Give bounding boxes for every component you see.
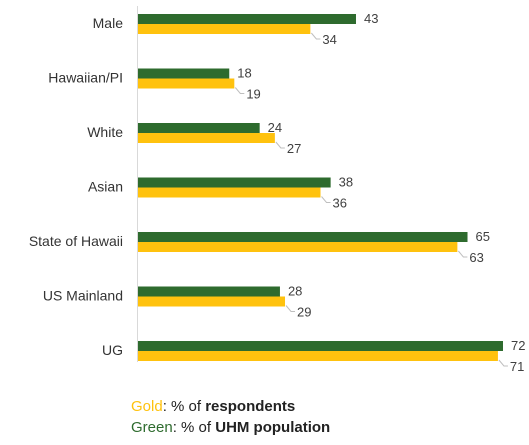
leader-line-state-of-hawaii (457, 250, 468, 258)
legend-gold-sep: : % of (162, 398, 206, 415)
bar-chart: Male 43 34 Hawaiian/PI 18 19 White 24 27 Asian 38 3… (29, 6, 525, 374)
bar-population-white (138, 123, 260, 133)
bar-respondents-ug (138, 351, 498, 361)
category-label-white: White (87, 124, 123, 140)
leader-line-white (275, 141, 285, 149)
leader-line-male (310, 32, 321, 40)
category-label-asian: Asian (88, 179, 123, 195)
data-label-respondents-white: 27 (287, 141, 301, 156)
legend-green-bold: UHM population (215, 419, 331, 436)
data-label-respondents-ug: 71 (510, 359, 524, 374)
category-label-hawaiian-pi: Hawaiian/PI (48, 70, 123, 86)
bar-respondents-white (138, 133, 275, 143)
leader-line-ug (498, 359, 508, 367)
data-label-population-male: 43 (364, 11, 378, 26)
bar-respondents-asian (138, 187, 321, 198)
data-label-population-ug: 72 (511, 338, 525, 353)
leader-line-us-mainland (285, 305, 296, 312)
data-label-population-asian: 38 (339, 175, 353, 190)
bar-population-asian (138, 177, 331, 188)
bar-population-state-of-hawaii (138, 232, 468, 242)
legend-green-word: Green (131, 419, 173, 436)
category-label-male: Male (93, 15, 124, 31)
category-label-us-mainland: US Mainland (43, 288, 123, 304)
bar-respondents-us-mainland (138, 296, 286, 307)
bar-population-hawaiian-pi (138, 68, 230, 79)
data-label-respondents-hawaiian-pi: 19 (246, 87, 260, 102)
bar-respondents-state-of-hawaii (138, 242, 458, 252)
legend-green: Green: % of UHM population (131, 419, 330, 436)
bar-population-ug (138, 341, 503, 351)
category-label-state-of-hawaii: State of Hawaii (29, 233, 123, 249)
data-label-population-us-mainland: 28 (288, 284, 302, 299)
category-label-ug: UG (102, 342, 123, 358)
data-label-respondents-us-mainland: 29 (297, 305, 311, 320)
bar-respondents-hawaiian-pi (138, 78, 235, 89)
bar-population-us-mainland (138, 286, 280, 297)
legend-gold: Gold: % of respondents (131, 398, 295, 415)
leader-line-hawaiian-pi (234, 87, 245, 94)
data-label-population-white: 24 (268, 120, 282, 135)
legend-green-sep: : % of (172, 419, 216, 436)
leader-line-asian (321, 196, 331, 203)
data-label-respondents-state-of-hawaii: 63 (469, 250, 483, 265)
legend-gold-word: Gold (131, 398, 163, 415)
legend-gold-bold: respondents (205, 398, 296, 415)
data-label-population-hawaiian-pi: 18 (237, 66, 251, 81)
bar-population-male (138, 14, 356, 24)
data-label-respondents-male: 34 (322, 32, 336, 47)
bar-respondents-male (138, 24, 311, 34)
data-label-population-state-of-hawaii: 65 (476, 229, 490, 244)
data-label-respondents-asian: 36 (333, 196, 347, 211)
